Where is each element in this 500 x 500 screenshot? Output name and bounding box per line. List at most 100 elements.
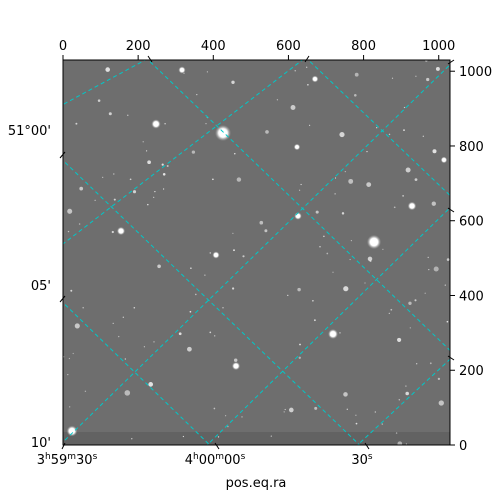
star [74,323,80,329]
star [196,94,198,96]
world-tick-9 [59,295,66,303]
star [299,189,301,191]
bright-star [409,203,415,209]
y-tick-label-5: 1000 [459,65,492,80]
star [416,363,418,365]
world-tick-0 [147,55,153,63]
star [355,414,357,416]
star [323,235,325,238]
x-tick-label-3: 600 [276,39,301,54]
y-tick-label-2: 400 [459,289,484,304]
star [206,71,209,73]
star [409,327,411,329]
star [290,105,296,110]
world-tick-6 [214,442,220,450]
world-tick-7 [61,442,66,450]
star [315,210,319,214]
star [444,284,446,286]
star-field [63,60,450,445]
grid-line-8 [63,301,211,445]
star [424,292,426,294]
star [214,335,216,337]
star [367,256,373,262]
grid-line-3 [206,207,450,445]
star [68,357,71,360]
star [437,377,441,381]
x-tick-label-5: 1000 [422,39,455,54]
star [209,252,212,254]
x-tick-label-2: 400 [201,39,226,54]
star [388,133,391,136]
star [264,229,268,233]
star [397,441,403,445]
star [414,299,417,302]
star [402,195,404,197]
world-tick-4 [447,355,455,361]
star [300,183,302,186]
star [431,201,436,206]
star [422,135,424,137]
star [162,173,166,176]
star [334,193,336,195]
star [319,246,321,248]
star [283,411,285,413]
grid-line-7 [63,159,361,445]
star [148,382,154,387]
star [348,178,354,184]
star [178,332,182,336]
star [162,188,165,190]
star [189,310,192,313]
star [67,208,73,214]
star [234,153,236,155]
star [233,249,235,252]
x-tick-label-1: 200 [126,39,151,54]
star [105,67,110,72]
star [131,438,133,440]
star [429,362,432,365]
y-tick-label-4: 800 [459,140,484,155]
star [164,123,166,125]
sky-background [63,60,450,445]
star [366,182,372,188]
grid-line-1 [63,60,304,245]
x-tick-label-0: 0 [59,39,67,54]
star [354,94,357,97]
star [393,206,396,209]
bright-star [180,68,184,72]
star [364,282,366,284]
star [405,385,407,387]
star [314,406,318,410]
star [426,77,430,82]
star [132,190,137,194]
star [390,308,393,311]
star [161,163,164,166]
star [287,294,289,297]
star [232,232,234,235]
star [446,258,450,261]
star [153,196,155,198]
star [153,341,155,343]
star [182,435,185,438]
world-tick-1 [304,55,310,63]
star [343,286,349,292]
bright-star [313,77,317,81]
star [157,264,161,269]
star [112,322,114,325]
star [190,267,192,270]
star [297,287,301,292]
coordinate-grid [63,60,450,445]
star [307,83,309,86]
star [432,149,437,154]
bright-star [118,228,124,234]
bright-star [153,121,159,127]
star [415,75,417,77]
star [276,99,279,101]
dec-tick-label-2: 05' [31,279,51,294]
star [326,252,329,255]
star [142,141,144,143]
star [435,66,440,71]
star [241,416,243,418]
bright-star [295,213,301,219]
star [67,230,70,233]
star [187,346,192,352]
